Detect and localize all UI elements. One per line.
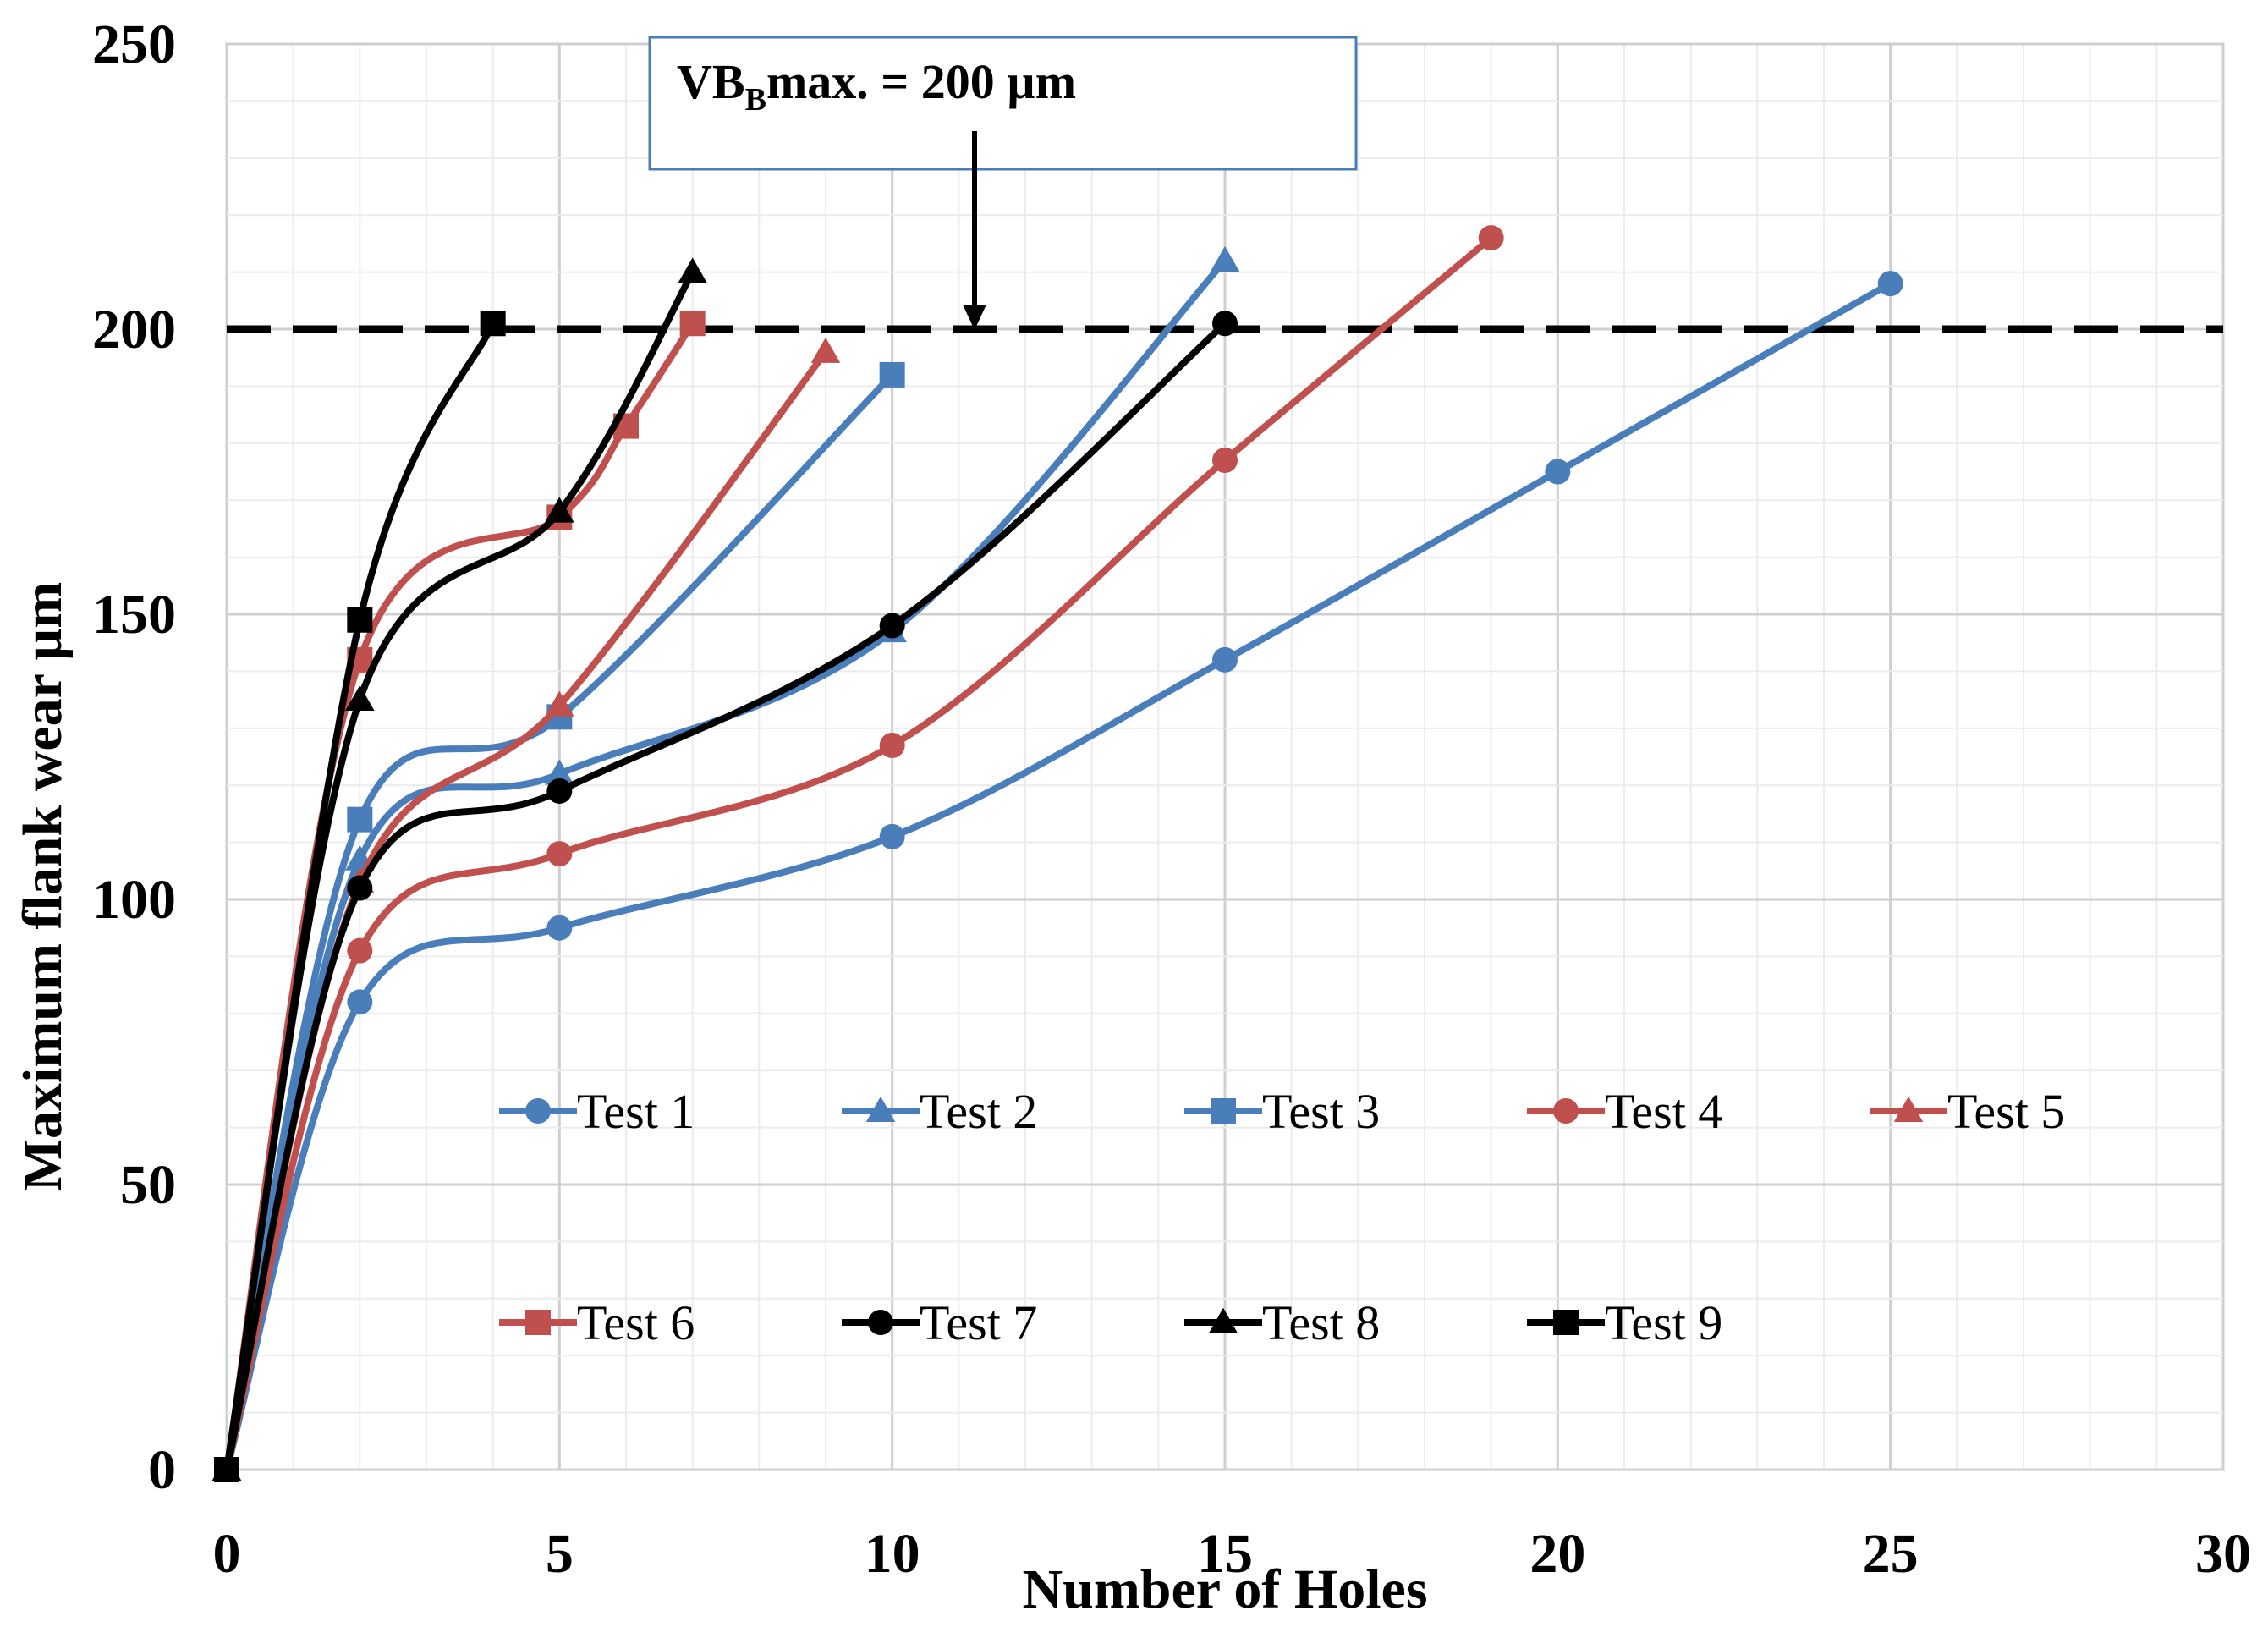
legend-item: Test 6	[499, 1295, 695, 1350]
data-point	[545, 759, 574, 785]
legend-marker	[1553, 1098, 1579, 1124]
x-tick-label: 10	[865, 1523, 920, 1585]
data-point	[546, 915, 573, 941]
annotation: VBBmax. = 200 µm	[648, 36, 1358, 330]
data-point	[347, 607, 373, 633]
legend-label: Test 4	[1605, 1084, 1722, 1139]
data-point	[347, 989, 373, 1015]
series-7	[214, 311, 1238, 1482]
legend-marker	[525, 1098, 551, 1124]
data-point	[546, 778, 573, 804]
data-point	[347, 806, 373, 833]
data-point	[1212, 448, 1238, 474]
series-line	[223, 320, 497, 1473]
data-point	[679, 311, 706, 337]
legend-label: Test 5	[1947, 1084, 2065, 1139]
data-point	[1212, 646, 1238, 673]
data-point	[879, 823, 905, 849]
legend-item: Test 3	[1184, 1084, 1380, 1139]
legend-label: Test 2	[920, 1084, 1037, 1139]
data-point	[810, 337, 841, 363]
legend: Test 1 Test 2 Test 3 Test 4 Test 5 Test 6 Test…	[499, 1084, 2065, 1350]
series-9	[214, 311, 506, 1482]
data-point	[480, 311, 506, 337]
data-point	[1545, 459, 1571, 485]
x-tick-label: 30	[2195, 1523, 2251, 1585]
y-axis-title: Maximum flank wear µm	[12, 582, 74, 1192]
series-line	[223, 234, 1495, 1473]
legend-label: Test 6	[577, 1295, 695, 1350]
legend-item: Test 7	[842, 1295, 1037, 1350]
legend-item: Test 4	[1527, 1084, 1722, 1139]
y-tick-label: 250	[92, 14, 176, 75]
x-tick-label: 20	[1529, 1523, 1585, 1585]
x-tick-label: 25	[1863, 1523, 1919, 1585]
series-line	[223, 371, 896, 1473]
x-tick-label: 0	[213, 1523, 241, 1585]
legend-marker	[1211, 1098, 1236, 1124]
legend-item: Test 2	[842, 1084, 1037, 1139]
x-tick-label: 5	[546, 1523, 574, 1585]
y-tick-label: 150	[92, 584, 176, 646]
annotation-arrow-head	[963, 305, 986, 330]
legend-marker	[868, 1310, 893, 1335]
data-point	[546, 841, 573, 867]
legend-label: Test 9	[1605, 1295, 1722, 1350]
legend-label: Test 7	[920, 1295, 1037, 1350]
legend-marker	[1893, 1096, 1924, 1122]
x-tick-label: 15	[1197, 1523, 1253, 1585]
y-tick-label: 100	[92, 869, 176, 931]
legend-item: Test 1	[499, 1084, 695, 1139]
data-point	[1877, 271, 1903, 297]
legend-label: Test 1	[577, 1084, 695, 1139]
annotation-text: VBBmax. = 200 µm	[677, 54, 1076, 118]
legend-item: Test 5	[1870, 1084, 2065, 1139]
data-point	[347, 937, 373, 964]
data-point	[347, 875, 373, 901]
data-point	[214, 1457, 239, 1482]
data-point	[1210, 245, 1240, 272]
legend-label: Test 3	[1262, 1084, 1380, 1139]
y-tick-label: 50	[120, 1154, 176, 1216]
data-point	[545, 497, 574, 523]
annotation-box	[648, 36, 1358, 171]
data-point	[345, 684, 375, 712]
data-point	[879, 361, 905, 388]
legend-marker	[1208, 1307, 1238, 1333]
y-tick-label: 200	[92, 299, 176, 360]
data-point	[1212, 311, 1238, 337]
legend-marker	[865, 1096, 896, 1122]
legend-item: Test 8	[1184, 1295, 1380, 1350]
data-point	[1478, 225, 1504, 251]
legend-marker	[525, 1310, 551, 1335]
series-3	[214, 361, 905, 1482]
data-point	[879, 733, 905, 759]
data-point	[879, 613, 905, 639]
data-point	[678, 257, 707, 283]
axis-ticks: 0 50 100 150 200 250 0 5 10 15 20 25 30	[92, 14, 2251, 1585]
legend-label: Test 8	[1262, 1295, 1380, 1350]
y-tick-label: 0	[148, 1439, 176, 1501]
legend-marker	[1553, 1310, 1579, 1335]
legend-item: Test 9	[1527, 1295, 1722, 1350]
series-layer	[211, 225, 1903, 1482]
x-axis-title: Number of Holes	[1022, 1558, 1427, 1620]
data-point	[545, 690, 574, 717]
